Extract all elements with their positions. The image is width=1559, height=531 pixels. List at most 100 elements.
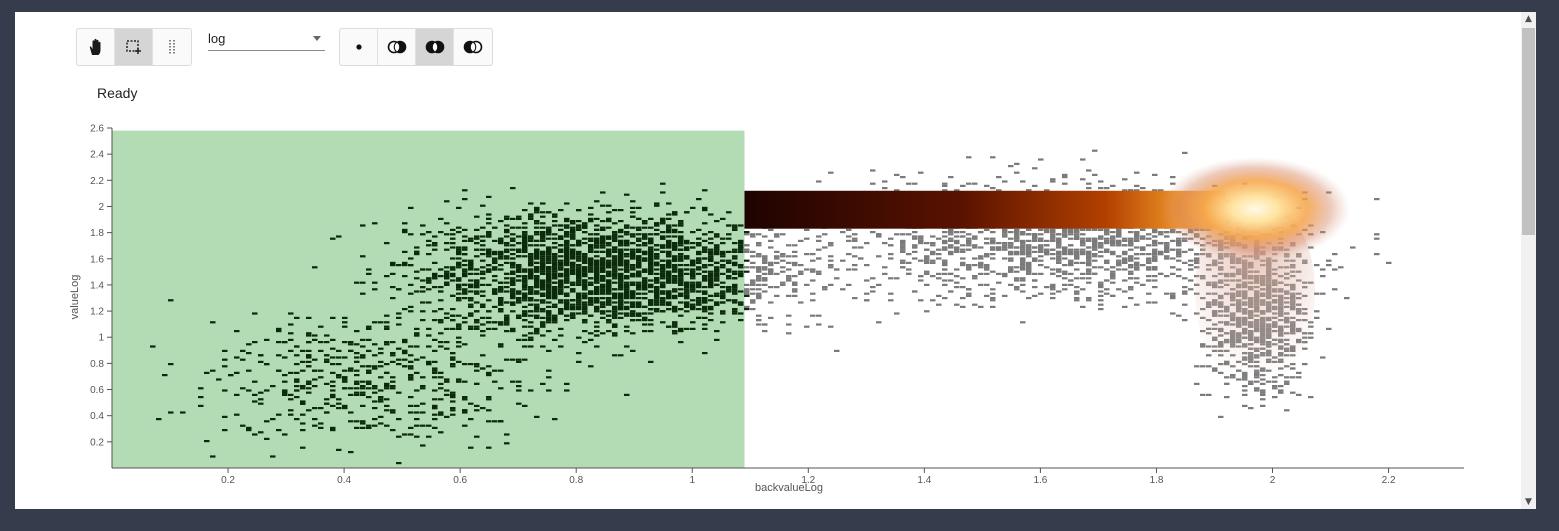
heatmap-bin	[846, 283, 852, 286]
scale-select[interactable]: log	[208, 28, 325, 51]
heatmap-bin	[378, 415, 384, 418]
heatmap-bin	[804, 325, 810, 328]
heatmap-bin	[1074, 261, 1080, 264]
heatmap-bin	[552, 272, 558, 275]
heatmap-bin	[612, 294, 618, 297]
heatmap-bin	[720, 290, 726, 293]
heatmap-bin	[792, 283, 798, 286]
heatmap-bin	[678, 268, 684, 271]
heatmap-bin	[528, 325, 534, 328]
heatmap-bin	[462, 198, 468, 201]
heatmap-bin	[996, 242, 1002, 245]
heatmap-bin	[390, 354, 396, 357]
heatmap-bin	[516, 380, 522, 383]
heatmap-bin	[624, 193, 630, 196]
heatmap-bin	[330, 429, 336, 432]
heatmap-chart[interactable]: 0.2 0.4 0.6 0.8 1 1.2 1.4 1.6 1.8 2 2.20.20.40.60.…	[0, 0, 1521, 509]
heatmap-bin	[684, 286, 690, 289]
heatmap-bin	[414, 411, 420, 414]
heatmap-bin	[420, 424, 426, 427]
heatmap-bin	[1116, 231, 1122, 234]
mode-and-button[interactable]	[416, 29, 454, 65]
heatmap-bin	[642, 312, 648, 315]
heatmap-bin	[1014, 231, 1020, 234]
heatmap-bin	[1110, 253, 1116, 256]
scroll-up-icon[interactable]: ▲	[1525, 14, 1532, 24]
heatmap-bin	[696, 198, 702, 201]
heatmap-bin	[1128, 264, 1134, 267]
heatmap-bin	[528, 202, 534, 205]
heatmap-bin	[1314, 316, 1320, 319]
heatmap-bin	[540, 279, 546, 282]
heatmap-bin	[1176, 239, 1182, 242]
heatmap-bin	[894, 277, 900, 280]
heatmap-bin	[576, 253, 582, 256]
heatmap-bin	[576, 224, 582, 227]
heatmap-bin	[990, 239, 996, 242]
selection-rect[interactable]	[112, 130, 745, 468]
heatmap-bin	[450, 319, 456, 322]
heatmap-bin	[618, 308, 624, 311]
heatmap-bin	[636, 283, 642, 286]
heatmap-bin	[582, 257, 588, 260]
heatmap-bin	[492, 292, 498, 295]
heatmap-bin	[564, 255, 570, 258]
heatmap-bin	[294, 385, 300, 388]
heatmap-bin	[558, 299, 564, 302]
heatmap-bin	[714, 277, 720, 280]
heatmap-bin	[612, 209, 618, 212]
heatmap-bin	[576, 297, 582, 300]
heatmap-bin	[768, 301, 774, 304]
heatmap-bin	[1194, 266, 1200, 269]
heatmap-bin	[654, 281, 660, 284]
heatmap-bin	[1116, 244, 1122, 247]
scroll-down-icon[interactable]: ▼	[1525, 497, 1532, 507]
heatmap-bin	[1104, 239, 1110, 242]
heatmap-bin	[444, 272, 450, 275]
heatmap-bin	[696, 281, 702, 284]
heatmap-bin	[414, 290, 420, 293]
heatmap-bin	[474, 283, 480, 286]
heatmap-bin	[900, 248, 906, 251]
heatmap-bin	[768, 264, 774, 267]
heatmap-bin	[1110, 250, 1116, 253]
heatmap-bin	[534, 308, 540, 311]
heatmap-bin	[960, 277, 966, 280]
heatmap-bin	[366, 426, 372, 429]
pan-tool-button[interactable]	[77, 29, 115, 65]
heatmap-bin	[582, 286, 588, 289]
heatmap-bin	[528, 303, 534, 306]
heatmap-bin	[702, 292, 708, 295]
heatmap-bin	[636, 250, 642, 253]
heatmap-bin	[594, 259, 600, 262]
heatmap-bin	[390, 409, 396, 412]
heatmap-bin	[546, 286, 552, 289]
vertical-select-tool-button[interactable]	[153, 29, 191, 65]
mode-group	[339, 28, 493, 66]
heatmap-bin	[1152, 250, 1158, 253]
heatmap-bin	[612, 270, 618, 273]
heatmap-bin	[1002, 231, 1008, 234]
heatmap-bin	[1068, 244, 1074, 247]
heatmap-bin	[720, 253, 726, 256]
rect-select-tool-button[interactable]	[115, 29, 153, 65]
heatmap-bin	[426, 363, 432, 366]
scroll-thumb[interactable]	[1522, 28, 1535, 235]
heatmap-bin	[348, 369, 354, 372]
heatmap-bin	[282, 389, 288, 392]
heatmap-bin	[696, 299, 702, 302]
heatmap-bin	[696, 297, 702, 300]
heatmap-bin	[384, 404, 390, 407]
heatmap-bin	[1050, 237, 1056, 240]
mode-replace-button[interactable]	[340, 29, 378, 65]
mode-or-button[interactable]	[378, 29, 416, 65]
vertical-scrollbar[interactable]: ▲ ▼	[1521, 12, 1536, 509]
heatmap-bin	[456, 341, 462, 344]
heatmap-bin	[552, 319, 558, 322]
heatmap-bin	[1104, 250, 1110, 253]
heatmap-bin	[912, 235, 918, 238]
heatmap-bin	[1128, 248, 1134, 251]
heatmap-bin	[336, 235, 342, 238]
heatmap-bin	[462, 228, 468, 231]
mode-subtract-button[interactable]	[454, 29, 492, 65]
